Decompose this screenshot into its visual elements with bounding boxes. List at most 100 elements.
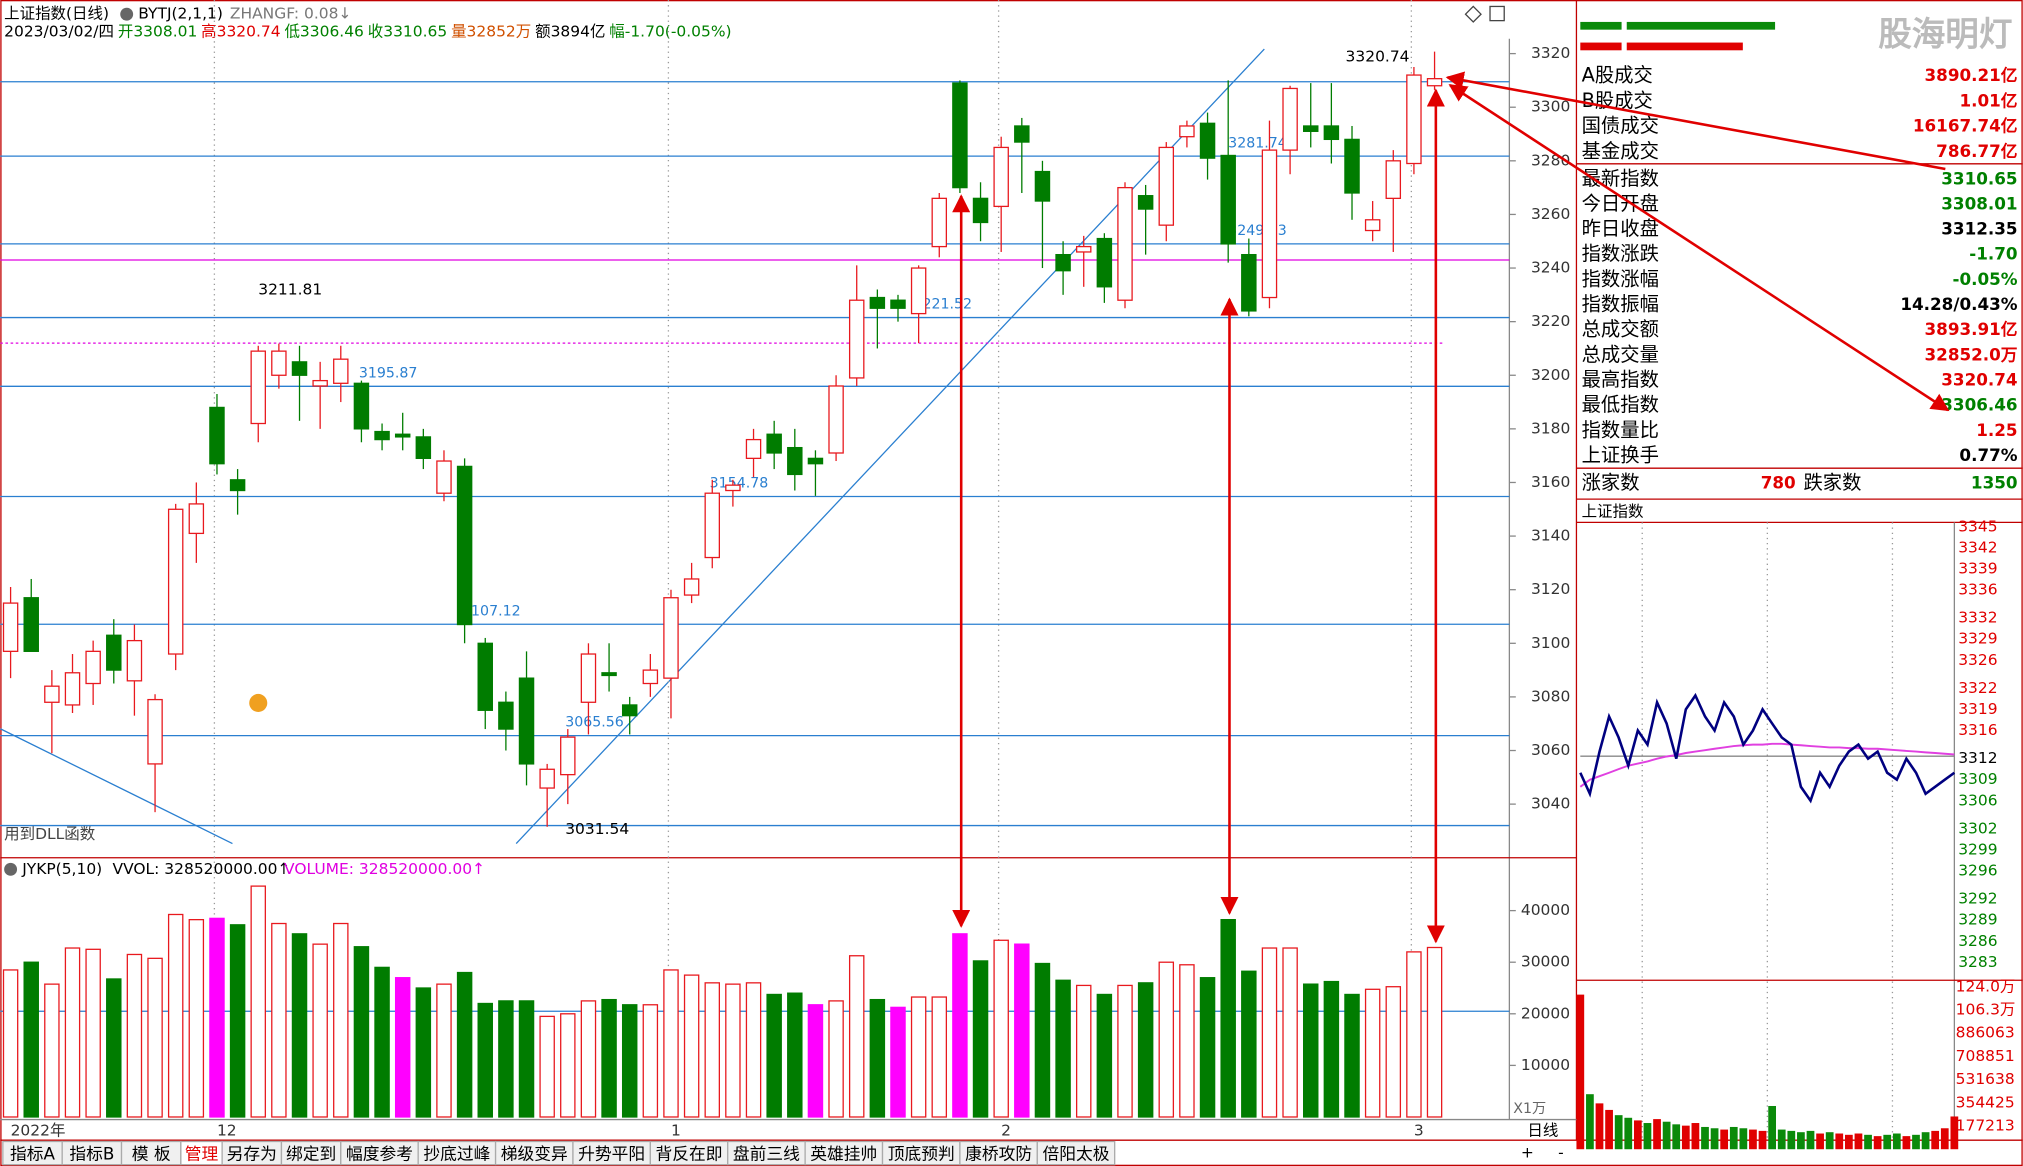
indicator-name: BYTJ(2,1,1) (138, 5, 223, 23)
volume-bar (147, 957, 163, 1118)
volume-bar (209, 917, 225, 1118)
x-tick-label: 2022年 (11, 1122, 66, 1140)
candle-body (745, 438, 762, 459)
average-line (1579, 742, 1955, 788)
y-tick-label: 3320 (1531, 44, 1570, 62)
candle-body (106, 634, 122, 671)
toolbar-tab[interactable] (1036, 1140, 1116, 1166)
volume-indicator-icon[interactable] (4, 862, 18, 876)
volume-bar (85, 948, 101, 1118)
intraday-volume-bar (1825, 1132, 1834, 1150)
intraday-tick-label: 3299 (1958, 840, 1997, 858)
trend-lines (0, 48, 1265, 845)
toolbar-label[interactable]: 抄底过峰 (423, 1143, 490, 1163)
intraday-volume-bar (1681, 1125, 1690, 1150)
candle-body (85, 650, 101, 685)
toolbar-label[interactable]: 盘前三线 (733, 1143, 800, 1163)
volume-bar (415, 987, 432, 1118)
stat-value: 3320.74 (1941, 369, 2017, 389)
candle-body (498, 701, 514, 730)
low-annotation: 3031.54 (565, 820, 629, 838)
toolbar-label[interactable]: 幅度参考 (346, 1143, 413, 1163)
volume-bar (1014, 943, 1030, 1118)
toolbar-label[interactable]: 英雄挂帅 (810, 1143, 877, 1163)
intraday-volume-tick-label: 106.3万 (1956, 1000, 2016, 1018)
intraday-volume-bar (1758, 1130, 1767, 1150)
candle-body (1323, 125, 1340, 141)
toolbar-label[interactable]: 康桥攻防 (965, 1143, 1032, 1163)
intraday-volume-bar (1701, 1126, 1709, 1150)
toolbar-label[interactable]: 绑定到 (286, 1143, 336, 1163)
intraday-volume-bar (1729, 1126, 1738, 1150)
stat-value: 0.77% (1959, 445, 2017, 465)
toolbar-label[interactable]: 指标A (10, 1143, 56, 1163)
volume-bar (931, 996, 948, 1118)
volume-bar (1220, 918, 1236, 1118)
candle-body (580, 653, 597, 703)
header-info: 高3320.74 (201, 23, 280, 41)
candle-body (1096, 237, 1113, 288)
candle-body (1034, 170, 1051, 202)
volume-bar (1179, 964, 1195, 1118)
volume-bar (560, 1013, 576, 1118)
zoom-out[interactable]: - (1558, 1144, 1564, 1162)
volume-bar (1282, 947, 1298, 1118)
volume-bar (704, 982, 720, 1118)
intraday-volume-bar (1883, 1134, 1892, 1150)
window-icons[interactable] (1464, 5, 1505, 23)
candle-body (807, 457, 824, 465)
volume-bar (1034, 962, 1051, 1118)
intraday-volume-bar (1739, 1128, 1748, 1150)
period-label[interactable]: 日线 (1527, 1122, 1558, 1140)
candle-body (126, 639, 143, 682)
candle-body (828, 385, 844, 454)
intraday-tick-label: 3319 (1958, 700, 1997, 718)
volume-tick-label: 20000 (1521, 1004, 1570, 1022)
volume-bar (539, 1015, 555, 1118)
zoom-in[interactable]: + (1521, 1144, 1534, 1162)
volume-bar (271, 922, 287, 1118)
volume-bar (518, 1000, 535, 1118)
header-info: 量32852万 (451, 23, 531, 41)
candle-body (1426, 78, 1443, 87)
volume-bar (642, 1004, 659, 1118)
toolbar-label[interactable]: 管理 (185, 1143, 219, 1163)
candle-body (993, 146, 1009, 208)
toolbar-label[interactable]: 顶底预判 (888, 1143, 955, 1163)
toolbar-label[interactable]: 指标B (69, 1143, 114, 1163)
candle-body (456, 465, 473, 626)
candle-body (1158, 146, 1175, 226)
toolbar-label[interactable]: 背反在即 (656, 1143, 723, 1163)
candle-body (869, 296, 886, 309)
toolbar-label[interactable]: 梯级变异 (501, 1143, 568, 1163)
intraday-tick-label: 3309 (1958, 770, 1997, 788)
intraday-volume-bar (1643, 1123, 1652, 1150)
candle-body (291, 361, 308, 376)
candle-body (209, 406, 225, 465)
candle-body (972, 197, 989, 224)
volume-bar (436, 983, 452, 1118)
intraday-volume-bar (1720, 1129, 1729, 1150)
toolbar-label[interactable]: 升势平阳 (578, 1143, 645, 1163)
intraday-volume-bar (1912, 1134, 1920, 1150)
vvol-label: VVOL: 328520000.00↑ (112, 860, 290, 878)
intraday-tick-label: 3326 (1958, 651, 1997, 669)
volume-title: JYKP(5,10) (21, 860, 102, 878)
toolbar-label[interactable]: 倍阳太极 (1042, 1143, 1109, 1163)
stat-label: 总成交量 (1582, 343, 1659, 366)
intraday-tick-label: 3345 (1958, 517, 1997, 535)
indicator-icon[interactable] (120, 7, 134, 21)
candle-body (725, 484, 741, 492)
volume-bar (1075, 984, 1092, 1118)
level-label: 3107.12 (462, 603, 521, 619)
y-tick-label: 3140 (1531, 527, 1570, 545)
stat-value: 16167.74亿 (1913, 116, 2018, 136)
intraday-volume-bar (1633, 1120, 1642, 1150)
breadth-label: 跌家数 (1803, 471, 1861, 494)
intraday-volume-bar (1873, 1136, 1882, 1150)
stat-value: 3893.91亿 (1925, 319, 2018, 339)
toolbar-label[interactable]: 模 板 (132, 1143, 171, 1163)
date-label: 2023/03/02/四 (4, 23, 114, 41)
candle-body (560, 736, 576, 776)
toolbar-label[interactable]: 另存为 (227, 1143, 277, 1163)
